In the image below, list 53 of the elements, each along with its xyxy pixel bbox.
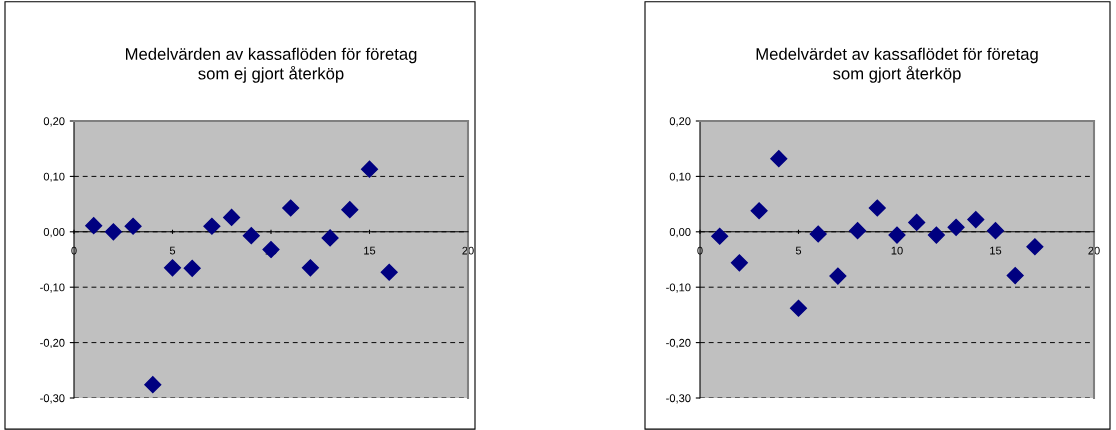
point (163, 259, 182, 277)
y-tick-label: -0,30 (40, 394, 65, 404)
x-tick-label: 15 (364, 246, 376, 255)
point (809, 225, 827, 243)
y-tick-label: -0,20 (666, 338, 691, 349)
chart-title: Medelvärdet av kassaflödet för företag som gjort återköp (756, 47, 1038, 83)
point (144, 376, 162, 394)
point (770, 150, 788, 168)
point (1006, 267, 1024, 285)
point (849, 222, 867, 240)
point (986, 222, 1005, 240)
point (124, 217, 142, 235)
y-tick-label: -0,20 (40, 338, 65, 349)
y-tick-label: 0,10 (43, 172, 65, 182)
point (341, 201, 359, 219)
point (85, 217, 103, 235)
point (711, 227, 729, 245)
point (927, 226, 945, 244)
point (908, 213, 926, 231)
point (321, 229, 339, 247)
y-tick-label: 0,20 (43, 117, 65, 127)
point (203, 217, 221, 235)
y-tick-label: 0,00 (669, 228, 691, 238)
x-tick-label: 15 (990, 246, 1002, 255)
point (730, 254, 748, 272)
point (868, 199, 886, 217)
point (967, 211, 985, 229)
point (789, 299, 808, 317)
point (104, 223, 122, 241)
point (223, 208, 241, 226)
y-tick-label: -0,10 (40, 283, 65, 293)
y-tick-label: -0,10 (666, 283, 691, 293)
point (360, 160, 379, 178)
point (301, 259, 319, 277)
point (380, 263, 398, 281)
point (1026, 238, 1044, 256)
point (183, 259, 201, 277)
x-tick-label: 20 (462, 246, 474, 255)
x-tick-label: 10 (891, 246, 903, 255)
chart-title: Medelvärden av kassaflöden för företag som ej gjort återköp (126, 47, 417, 83)
point (750, 202, 768, 220)
point (242, 227, 260, 245)
y-tick-label: 0,20 (669, 117, 691, 127)
y-tick-label: -0,30 (666, 394, 691, 404)
y-tick-label: 0,00 (43, 228, 65, 238)
x-tick-label: 5 (169, 246, 176, 255)
y-tick-label: 0,10 (669, 172, 691, 182)
point (282, 199, 300, 217)
x-tick-label: 20 (1088, 246, 1100, 255)
point (829, 267, 847, 285)
point (947, 218, 965, 236)
point (888, 226, 906, 244)
x-tick-label: 5 (795, 246, 802, 255)
